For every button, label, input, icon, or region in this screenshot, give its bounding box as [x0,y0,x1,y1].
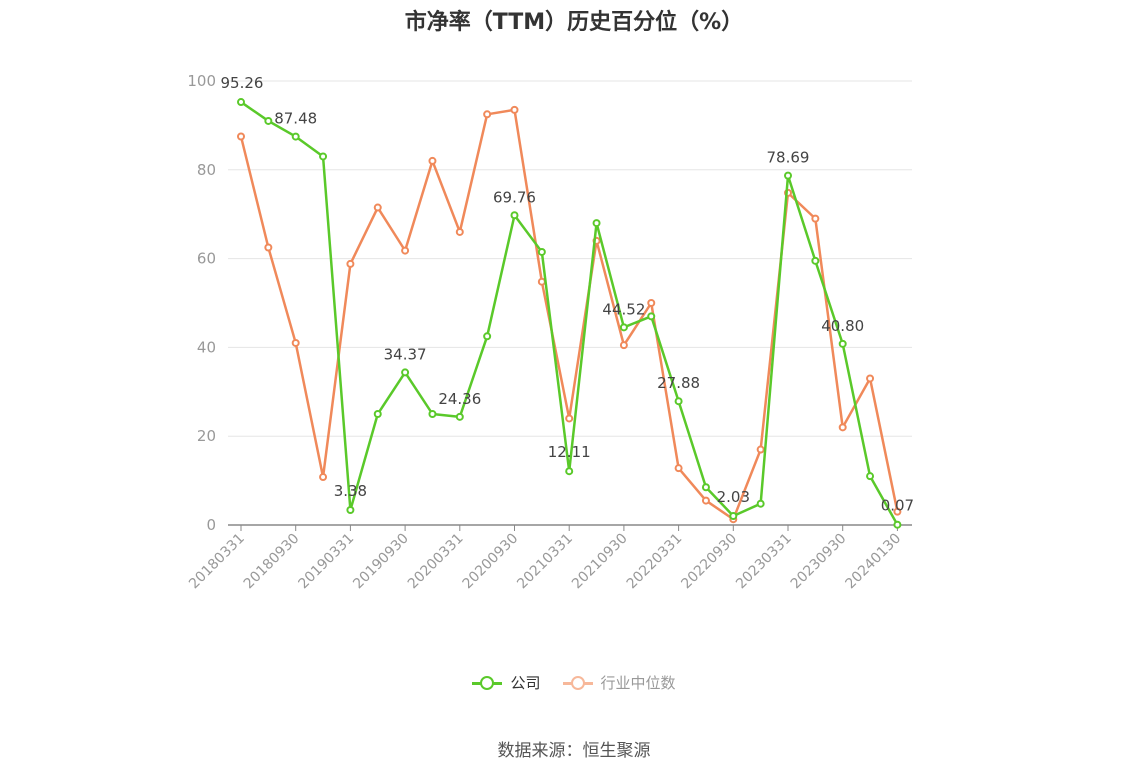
x-tick-label: 20220331 [624,531,686,593]
y-tick-label: 100 [187,72,216,90]
data-point-company [592,219,601,228]
data-point-industry [674,464,683,473]
y-tick-label: 60 [197,250,216,268]
data-label: 2.03 [717,488,750,506]
y-tick-label: 0 [206,516,216,534]
data-point-industry [401,246,410,255]
data-label: 78.69 [767,149,810,167]
data-label: 0.07 [881,497,914,515]
x-tick-label: 20230331 [733,531,795,593]
data-point-industry [291,338,300,347]
x-tick-label: 20210331 [514,531,576,593]
data-point-industry [264,243,273,252]
data-point-industry [838,423,847,432]
data-point-company [319,152,328,161]
data-label: 87.48 [274,110,317,128]
data-point-company [537,247,546,256]
legend-label-industry: 行业中位数 [600,674,676,692]
data-point-company [264,116,273,125]
x-tick-label: 20200930 [460,531,522,593]
data-point-company [893,520,902,529]
legend-label-company: 公司 [510,674,541,692]
data-point-company [674,397,683,406]
data-label: 69.76 [493,188,536,206]
data-point-industry [319,473,328,482]
chart-title: 市净率（TTM）历史百分位（%） [404,10,744,35]
data-point-company [428,410,437,418]
data-label: 24.36 [438,390,481,408]
series-lines [237,98,902,529]
x-tick-label: 20200331 [405,531,467,593]
data-point-industry [428,156,437,165]
data-labels: 95.26 87.48 3.38 34.37 24.36 69.76 12.11 44.52 2… [221,74,915,515]
legend-swatch-industry [562,675,593,690]
y-tick-label: 20 [197,427,216,445]
y-tick-label: 40 [197,338,216,356]
data-label: 12.11 [548,443,591,461]
x-tick-label: 20180331 [186,531,248,593]
x-tick-label: 20190930 [350,531,412,593]
data-point-company [483,332,492,341]
data-point-company [619,323,628,332]
data-point-company [401,368,410,377]
line-chart: 0 20 40 60 80 100 2018033120180930201903312019… [186,72,915,593]
x-tick-label: 20180930 [241,531,303,593]
data-point-company [373,410,382,418]
x-tick-label: 20210930 [569,531,631,593]
data-point-company [866,472,875,481]
data-point-industry [893,507,902,516]
grid-lines [228,80,912,437]
data-label: 27.88 [657,374,700,392]
data-point-industry [647,299,656,307]
data-point-industry [866,374,875,383]
data-point-company [455,412,464,421]
data-point-company [838,339,847,348]
data-point-industry [537,277,546,286]
data-point-industry [619,341,628,350]
data-point-company [291,132,300,141]
data-point-industry [701,496,710,505]
data-point-industry [483,110,492,119]
data-label: 44.52 [602,300,645,318]
legend-item-company[interactable]: 公司 [472,672,541,693]
data-point-company [729,511,738,520]
data-point-company [811,256,820,265]
data-label: 95.26 [221,74,264,92]
data-point-industry [455,227,464,236]
x-tick-label: 20220930 [678,531,740,593]
x-tick-label: 20230930 [788,531,850,593]
legend-item-industry[interactable]: 行业中位数 [562,672,676,693]
data-point-company [510,211,519,220]
data-point-industry [565,414,574,423]
data-point-industry [373,203,382,212]
data-point-company [237,98,245,107]
data-source: 数据来源：恒生聚源 [497,741,651,761]
data-label: 3.38 [334,482,367,500]
data-label: 40.80 [821,317,864,335]
data-label: 34.37 [384,345,427,363]
data-point-company [784,171,792,180]
legend: 公司 行业中位数 [0,672,1148,693]
data-point-company [346,505,355,514]
y-tick-label: 80 [197,161,216,179]
data-point-company [756,499,765,508]
data-point-company [701,483,710,492]
data-point-company [647,312,656,321]
x-tick-label: 20190331 [296,531,358,593]
data-point-industry [346,259,355,268]
legend-swatch-company [472,675,503,690]
data-point-company [565,467,574,476]
data-point-industry [756,445,765,454]
data-point-industry [237,132,245,141]
data-point-industry [811,214,820,223]
x-tick-label: 20240130 [843,531,905,593]
data-point-industry [510,105,519,114]
